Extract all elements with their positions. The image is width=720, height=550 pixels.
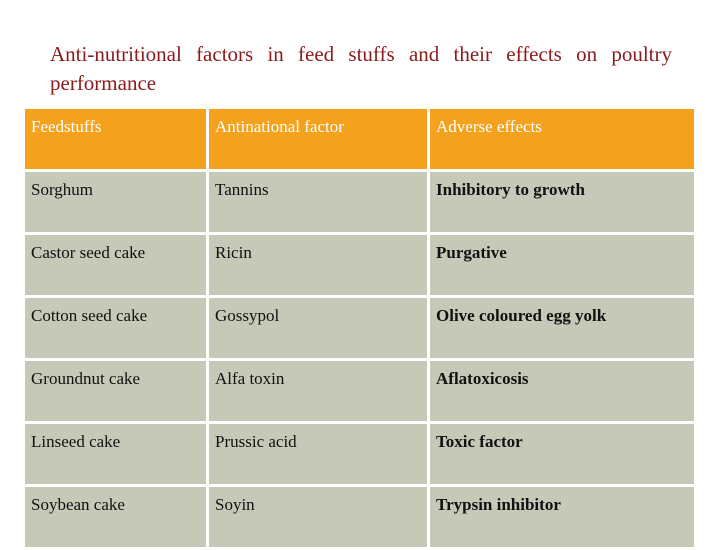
table-row: Soybean cake Soyin Trypsin inhibitor: [25, 487, 694, 547]
anti-nutritional-table: Feedstuffs Antinational factor Adverse e…: [22, 106, 697, 550]
factor-cell: Tannins: [209, 172, 427, 232]
header-antinational-factor: Antinational factor: [209, 109, 427, 169]
effect-cell: Aflatoxicosis: [430, 361, 694, 421]
table-row: Cotton seed cake Gossypol Olive coloured…: [25, 298, 694, 358]
slide-title: Anti-nutritional factors in feed stuffs …: [50, 42, 672, 95]
feedstuff-cell: Cotton seed cake: [25, 298, 206, 358]
header-adverse-effects: Adverse effects: [430, 109, 694, 169]
feedstuff-cell: Linseed cake: [25, 424, 206, 484]
feedstuff-cell: Soybean cake: [25, 487, 206, 547]
feedstuff-cell: Sorghum: [25, 172, 206, 232]
effect-cell: Trypsin inhibitor: [430, 487, 694, 547]
table-row: Castor seed cake Ricin Purgative: [25, 235, 694, 295]
factor-cell: Gossypol: [209, 298, 427, 358]
effect-cell: Purgative: [430, 235, 694, 295]
header-row: Feedstuffs Antinational factor Adverse e…: [25, 109, 694, 169]
effect-cell: Olive coloured egg yolk: [430, 298, 694, 358]
factor-cell: Soyin: [209, 487, 427, 547]
feedstuff-cell: Groundnut cake: [25, 361, 206, 421]
factor-cell: Alfa toxin: [209, 361, 427, 421]
effect-cell: Toxic factor: [430, 424, 694, 484]
effect-cell: Inhibitory to growth: [430, 172, 694, 232]
feedstuff-cell: Castor seed cake: [25, 235, 206, 295]
factor-cell: Ricin: [209, 235, 427, 295]
factor-cell: Prussic acid: [209, 424, 427, 484]
header-feedstuffs: Feedstuffs: [25, 109, 206, 169]
table-row: Sorghum Tannins Inhibitory to growth: [25, 172, 694, 232]
table-row: Groundnut cake Alfa toxin Aflatoxicosis: [25, 361, 694, 421]
table-row: Linseed cake Prussic acid Toxic factor: [25, 424, 694, 484]
